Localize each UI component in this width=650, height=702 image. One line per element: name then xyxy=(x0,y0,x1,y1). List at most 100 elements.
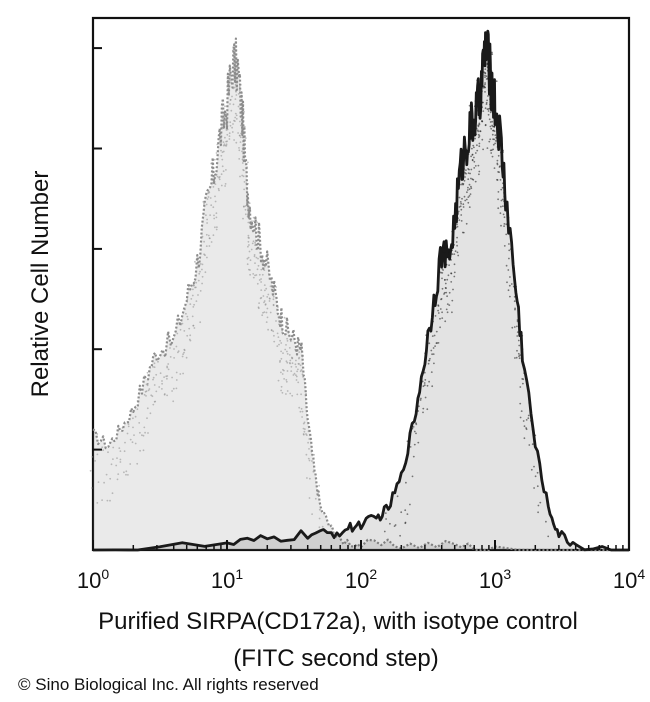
series-1-speck xyxy=(454,250,457,253)
series-0-speck xyxy=(176,332,179,335)
series-1-speck xyxy=(426,408,429,411)
series-0-speck xyxy=(185,312,187,315)
series-1-speck xyxy=(396,495,399,498)
series-0-speck xyxy=(214,183,217,186)
series-0-speck xyxy=(213,214,215,217)
series-0-speck xyxy=(256,268,259,271)
series-0-speck xyxy=(194,286,196,289)
series-0-speck xyxy=(220,149,222,152)
series-0-speck xyxy=(272,295,275,298)
series-1-speck xyxy=(503,216,506,219)
series-1-speck xyxy=(406,440,409,443)
series-0-speck xyxy=(253,255,256,258)
series-0-speck xyxy=(263,284,266,286)
series-1-speck xyxy=(417,410,420,412)
series-1-speck xyxy=(530,419,532,422)
series-0-speck xyxy=(158,386,161,388)
series-0-speck xyxy=(280,385,283,388)
series-0-speck xyxy=(303,430,306,433)
series-1-speck xyxy=(468,188,471,191)
series-0-speck xyxy=(260,289,263,291)
series-1-outline xyxy=(92,29,629,552)
series-0-speck xyxy=(307,430,310,433)
series-1-speck xyxy=(486,63,489,66)
series-0-speck xyxy=(284,348,287,351)
series-0-speck xyxy=(277,379,280,382)
series-1-speck xyxy=(445,308,448,311)
series-1-speck xyxy=(477,164,480,167)
series-0-speck xyxy=(143,375,146,378)
series-1-speck xyxy=(471,153,474,156)
series-0-speck xyxy=(241,158,244,161)
series-0-speck xyxy=(232,123,234,125)
series-1-speck xyxy=(487,110,490,112)
series-1-speck xyxy=(460,202,462,205)
series-1-speck xyxy=(477,100,480,103)
series-0-speck xyxy=(252,240,255,243)
series-0-speck xyxy=(239,83,242,86)
series-1-speck xyxy=(516,320,519,323)
series-1-speck xyxy=(489,125,492,128)
series-0-speck xyxy=(172,387,175,390)
series-0-speck xyxy=(255,248,258,251)
series-0-speck xyxy=(260,278,262,280)
series-0-speck xyxy=(110,463,113,466)
series-0-speck xyxy=(159,372,162,375)
series-1-speck xyxy=(502,205,504,208)
series-0-speck xyxy=(166,377,168,380)
series-0-speck xyxy=(186,334,189,337)
series-0-speck xyxy=(235,90,237,93)
series-1-speck xyxy=(513,295,516,298)
y-ticks xyxy=(93,47,102,451)
series-1-speck xyxy=(473,167,476,169)
series-0-speck xyxy=(289,392,292,395)
series-0-speck xyxy=(262,295,265,297)
series-0-speck xyxy=(175,387,178,390)
series-1-speck xyxy=(457,217,459,220)
series-1-speck xyxy=(463,179,466,182)
series-0-speck xyxy=(308,497,311,499)
series-0-speck xyxy=(228,135,231,138)
series-0-speck xyxy=(238,134,241,137)
series-1-speck xyxy=(474,180,477,183)
series-1-speck xyxy=(484,124,487,127)
series-1-speck xyxy=(520,410,523,412)
series-0-speck xyxy=(212,234,215,237)
series-0-speck xyxy=(307,441,309,444)
series-0-speck xyxy=(272,304,275,307)
series-0-speck xyxy=(229,121,232,124)
series-1-speck xyxy=(488,64,491,66)
series-0-speck xyxy=(221,165,224,168)
series-1-speck xyxy=(496,179,499,181)
series-1-speck xyxy=(512,285,515,288)
series-0-speck xyxy=(298,351,301,353)
series-0-speck xyxy=(225,169,227,171)
series-0-speck xyxy=(296,393,299,396)
series-0-speck xyxy=(241,150,243,153)
series-0-speck xyxy=(280,342,283,344)
series-1-speck xyxy=(470,131,472,134)
series-0-speck xyxy=(189,303,192,305)
series-1-speck xyxy=(420,397,422,400)
series-0-speck xyxy=(139,387,142,390)
series-1-speck xyxy=(435,330,438,333)
series-0-speck xyxy=(239,136,242,139)
series-0-speck xyxy=(233,75,236,77)
series-1-speck xyxy=(508,249,511,252)
series-0-speck xyxy=(237,105,240,108)
series-1-speck xyxy=(434,304,437,306)
series-0-speck xyxy=(286,337,288,340)
series-1-speck xyxy=(515,356,518,359)
series-0-speck xyxy=(260,268,263,271)
series-0-speck xyxy=(230,109,233,112)
series-0-speck xyxy=(218,176,220,179)
series-0-speck xyxy=(226,114,229,116)
series-0-speck xyxy=(132,411,135,413)
series-1-speck xyxy=(482,85,485,88)
series-1-speck xyxy=(462,206,465,208)
series-1-speck xyxy=(437,312,440,314)
series-1-speck xyxy=(467,153,470,156)
series-1-speck xyxy=(432,353,435,355)
series-1-speck xyxy=(488,118,491,121)
series-0-speck xyxy=(228,90,230,93)
